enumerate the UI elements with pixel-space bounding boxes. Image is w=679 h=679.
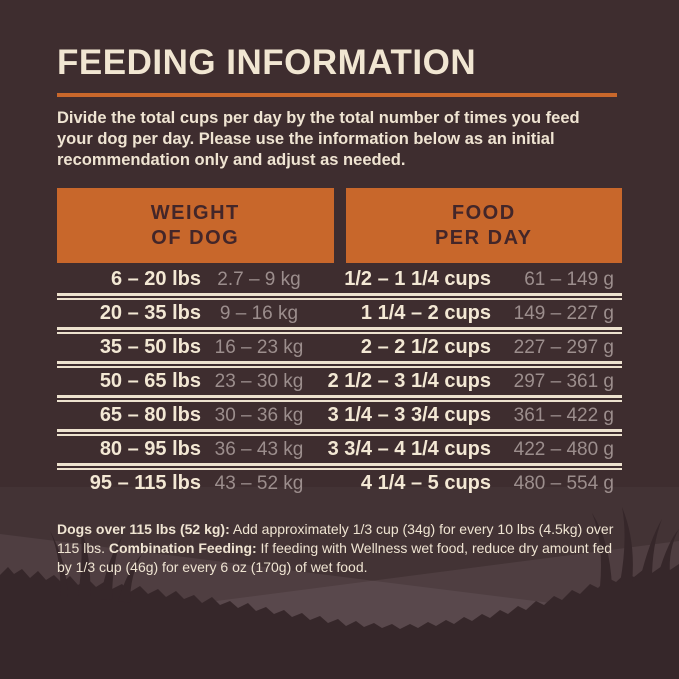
weight-lbs-cell: 20 – 35 lbs: [99, 302, 201, 324]
tall-grass-left: [50, 525, 142, 603]
footnote-regular-segment: Add approximately 1/3 cup (34g) for ever…: [57, 521, 614, 556]
table-row: 65 – 80 lbs 30 – 36 kg 3 1/4 – 3 3/4 cups 3…: [57, 402, 622, 429]
food-grams-cell: 61 – 149 g: [524, 268, 614, 290]
row-divider-rule: [57, 395, 622, 402]
grass-silhouette: [0, 564, 679, 679]
food-cups-cell: 1 1/4 – 2 cups: [360, 302, 491, 324]
landscape-grass-illustration: [0, 487, 679, 679]
panel-content: FEEDING INFORMATION Divide the total cup…: [57, 43, 629, 577]
food-grams-cell: 149 – 227 g: [513, 302, 614, 324]
weight-header-line2: OF DOG: [151, 226, 240, 249]
row-divider-rule: [57, 463, 622, 470]
weight-lbs-cell: 50 – 65 lbs: [99, 370, 201, 392]
feeding-table-body: 6 – 20 lbs 2.7 – 9 kg 1/2 – 1 1/4 cups 61 –…: [57, 266, 622, 497]
weight-lbs-cell: 80 – 95 lbs: [99, 438, 201, 460]
footnote-text: Dogs over 115 lbs (52 kg): Add approxima…: [57, 520, 629, 577]
tall-grass-right: [592, 507, 679, 587]
weight-lbs-cell: 6 – 20 lbs: [110, 268, 201, 290]
weight-kg-cell: 16 – 23 kg: [214, 336, 304, 358]
page-title: FEEDING INFORMATION: [57, 43, 477, 82]
food-cups-cell: 3 1/4 – 3 3/4 cups: [327, 404, 491, 426]
food-per-day-header: FOOD PER DAY: [345, 188, 622, 263]
weight-lbs-cell: 65 – 80 lbs: [99, 404, 201, 426]
food-cups-cell: 1/2 – 1 1/4 cups: [344, 268, 491, 290]
title-divider-rule: [57, 93, 617, 97]
row-divider-rule: [57, 429, 622, 436]
food-grams-cell: 480 – 554 g: [513, 472, 614, 494]
table-row: 95 – 115 lbs 43 – 52 kg 4 1/4 – 5 cups 480 …: [57, 470, 622, 497]
table-row: 80 – 95 lbs 36 – 43 kg 3 3/4 – 4 1/4 cups 4…: [57, 436, 622, 463]
weight-header-line1: WEIGHT: [150, 201, 240, 224]
table-row: 50 – 65 lbs 23 – 30 kg 2 1/2 – 3 1/4 cups 2…: [57, 368, 622, 395]
food-header-line2: PER DAY: [434, 226, 533, 249]
intro-text: Divide the total cups per day by the tot…: [57, 109, 580, 169]
weight-kg-cell: 2.7 – 9 kg: [217, 268, 301, 290]
weight-kg-cell: 23 – 30 kg: [214, 370, 304, 392]
table-row: 20 – 35 lbs 9 – 16 kg 1 1/4 – 2 cups 149 – …: [57, 300, 622, 327]
table-row: 6 – 20 lbs 2.7 – 9 kg 1/2 – 1 1/4 cups 61 –…: [57, 266, 622, 293]
food-cups-cell: 3 3/4 – 4 1/4 cups: [327, 438, 491, 460]
weight-kg-cell: 9 – 16 kg: [219, 302, 299, 324]
table-row: 35 – 50 lbs 16 – 23 kg 2 – 2 1/2 cups 227 –…: [57, 334, 622, 361]
food-cups-cell: 2 1/2 – 3 1/4 cups: [327, 370, 491, 392]
footnote-bold-segment: Combination Feeding:: [108, 540, 257, 556]
weight-lbs-cell: 95 – 115 lbs: [89, 472, 201, 494]
food-grams-cell: 422 – 480 g: [513, 438, 614, 460]
food-grams-cell: 297 – 361 g: [513, 370, 614, 392]
weight-kg-cell: 36 – 43 kg: [214, 438, 304, 460]
footnote-bold-segment: Dogs over 115 lbs (52 kg):: [57, 521, 230, 537]
row-divider-rule: [57, 327, 622, 334]
table-column-headers: WEIGHT OF DOG FOOD PER DAY: [57, 188, 622, 263]
weight-kg-cell: 43 – 52 kg: [214, 472, 304, 494]
food-header-line1: FOOD: [451, 201, 516, 224]
weight-lbs-cell: 35 – 50 lbs: [99, 336, 201, 358]
weight-of-dog-header: WEIGHT OF DOG: [57, 188, 334, 263]
food-grams-cell: 361 – 422 g: [513, 404, 614, 426]
food-cups-cell: 4 1/4 – 5 cups: [360, 472, 491, 494]
food-cups-cell: 2 – 2 1/2 cups: [360, 336, 491, 358]
row-divider-rule: [57, 293, 622, 300]
row-divider-rule: [57, 361, 622, 368]
weight-kg-cell: 30 – 36 kg: [214, 404, 304, 426]
footnote-regular-segment: If feeding with Wellness wet food, reduc…: [57, 540, 613, 575]
food-grams-cell: 227 – 297 g: [513, 336, 614, 358]
